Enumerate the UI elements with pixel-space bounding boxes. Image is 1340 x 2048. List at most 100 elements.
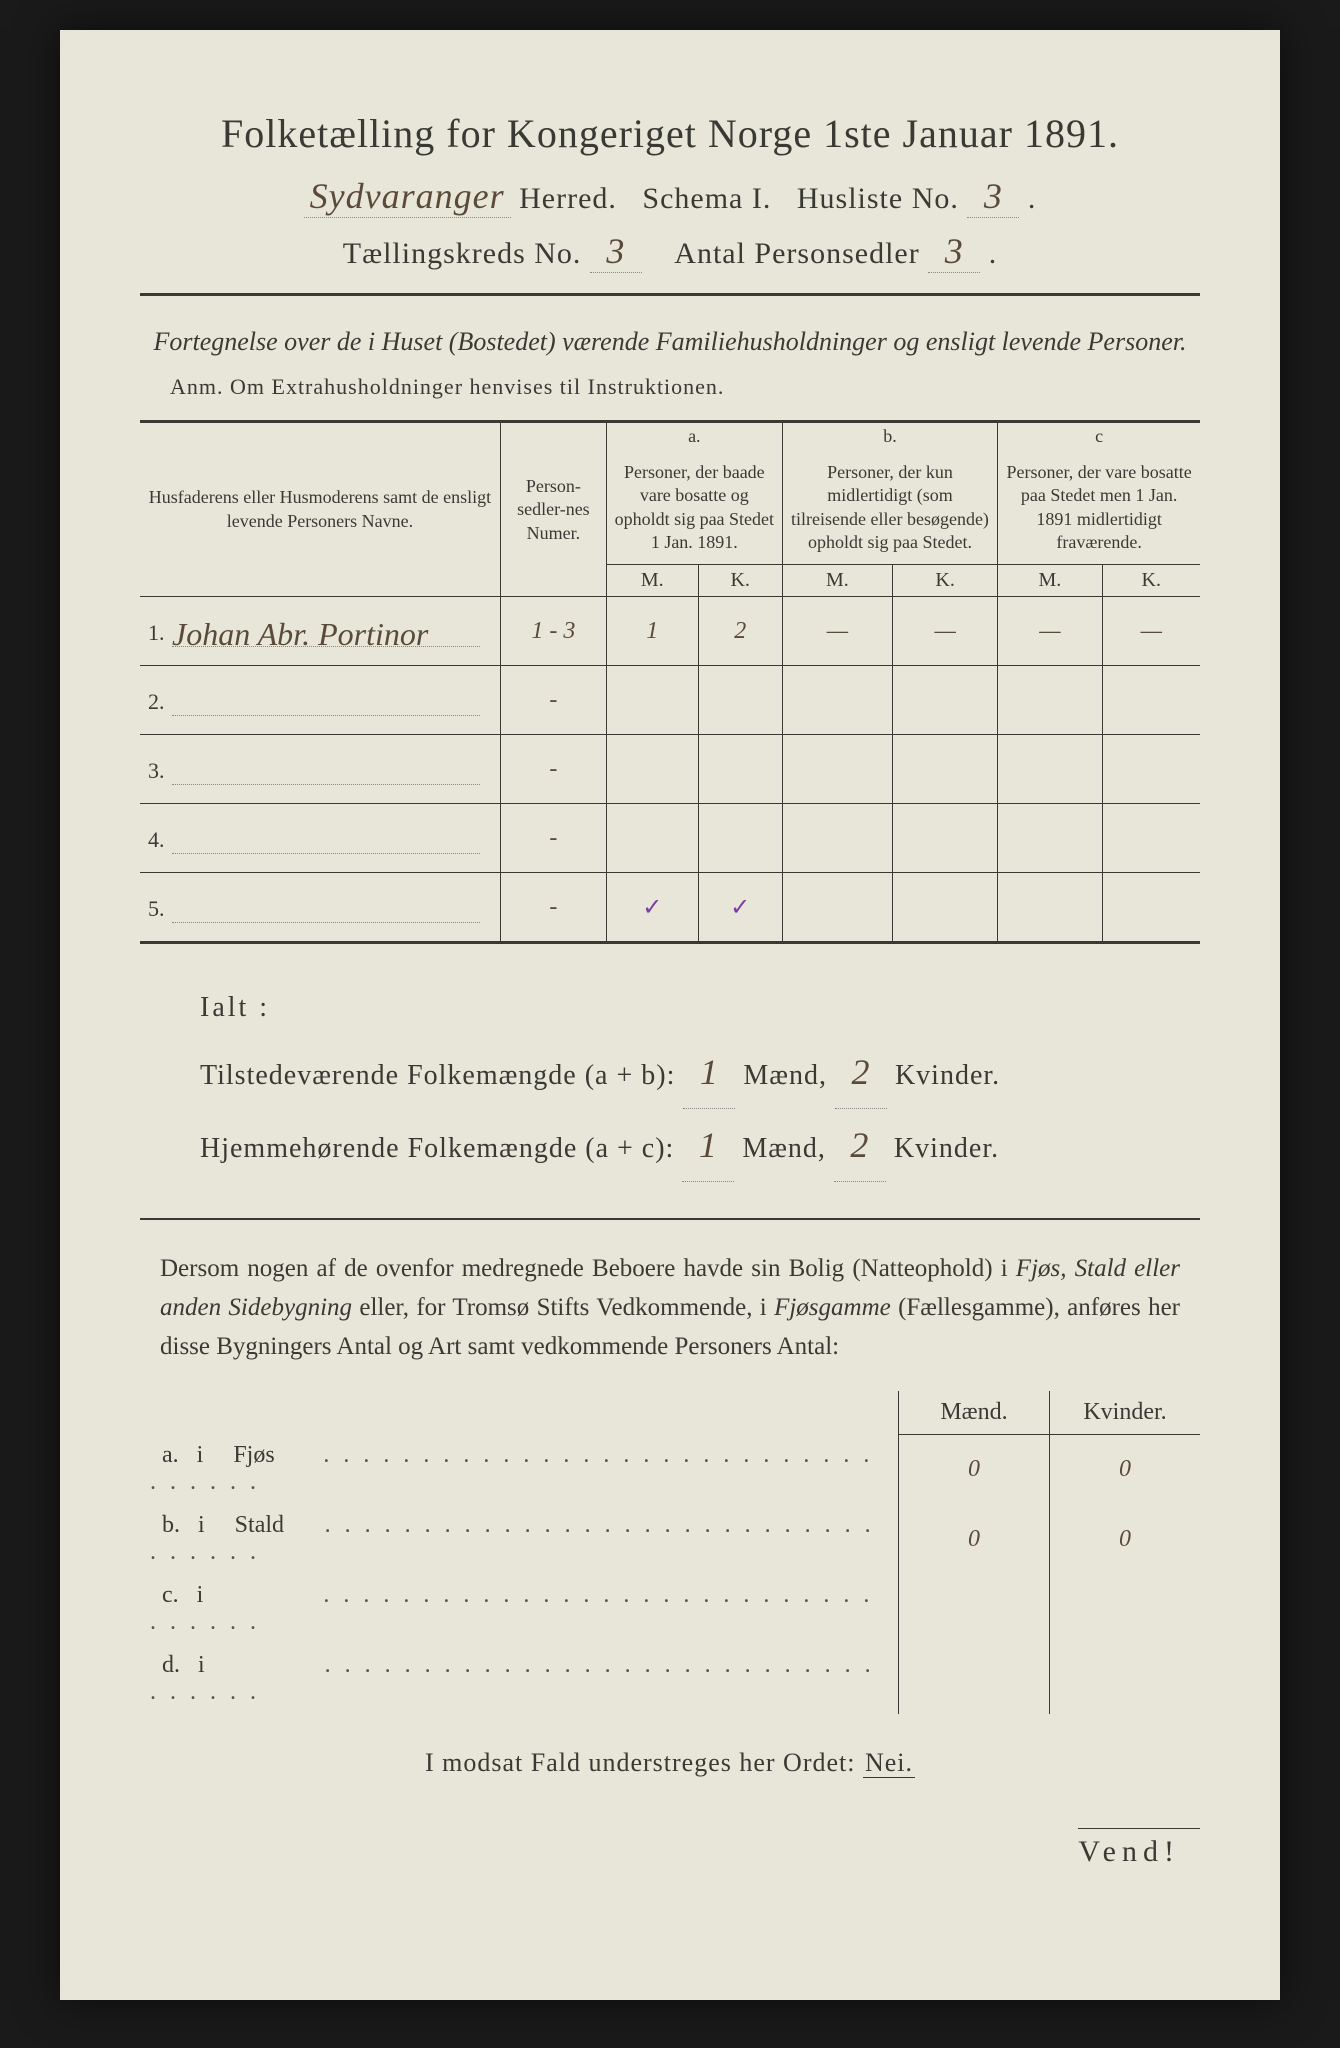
b-m-cell bbox=[782, 873, 892, 943]
kvinder-label-1: Kvinder. bbox=[895, 1060, 1000, 1091]
c-k-cell bbox=[1102, 666, 1200, 735]
table-row: 2.- bbox=[140, 666, 1200, 735]
c-k-cell: — bbox=[1102, 597, 1200, 666]
b-m-cell: — bbox=[782, 597, 892, 666]
form-title: Folketælling for Kongeriget Norge 1ste J… bbox=[140, 110, 1200, 157]
nums-cell: - bbox=[500, 804, 606, 873]
col-a-label: a. bbox=[606, 422, 782, 451]
hjemme-m: 1 bbox=[682, 1109, 734, 1182]
bottom-label-cell: a. i Fjøs. . . . . . . . . . . . . . . .… bbox=[140, 1434, 899, 1504]
table-row: 3.- bbox=[140, 735, 1200, 804]
c-m-cell bbox=[998, 804, 1102, 873]
c-k-cell bbox=[1102, 873, 1200, 943]
c-m-cell bbox=[998, 735, 1102, 804]
bottom-row: b. i Stald. . . . . . . . . . . . . . . … bbox=[140, 1504, 1200, 1574]
nums-cell: 1 - 3 bbox=[500, 597, 606, 666]
b-k-cell: — bbox=[893, 597, 998, 666]
header-line-2: Tællingskreds No. 3 Antal Personsedler 3… bbox=[140, 230, 1200, 273]
separator-1 bbox=[140, 293, 1200, 296]
b-k-cell bbox=[893, 666, 998, 735]
c-k-cell bbox=[1102, 735, 1200, 804]
a-m-cell: 1 bbox=[606, 597, 698, 666]
nums-cell: - bbox=[500, 735, 606, 804]
herred-value: Sydvaranger bbox=[304, 175, 511, 218]
herred-label: Herred. bbox=[519, 182, 617, 215]
kreds-label: Tællingskreds No. bbox=[343, 237, 582, 270]
bottom-m-cell: 0 bbox=[899, 1434, 1050, 1504]
bottom-kvinder-head: Kvinder. bbox=[1050, 1391, 1201, 1435]
bottom-maend-head: Mænd. bbox=[899, 1391, 1050, 1435]
b-k-cell bbox=[893, 804, 998, 873]
personsedler-label: Antal Personsedler bbox=[674, 237, 919, 270]
kreds-no: 3 bbox=[590, 230, 642, 273]
vend-label: Vend! bbox=[1078, 1828, 1200, 1869]
a-k-cell: 2 bbox=[698, 597, 782, 666]
closing-line: I modsat Fald understreges her Ordet: Ne… bbox=[140, 1748, 1200, 1778]
nums-cell: - bbox=[500, 666, 606, 735]
b-k-cell bbox=[893, 735, 998, 804]
a-m-cell bbox=[606, 804, 698, 873]
b-m-cell bbox=[782, 666, 892, 735]
col-num-head: Person-sedler-nes Numer. bbox=[500, 422, 606, 597]
name-cell: 1.Johan Abr. Portinor bbox=[140, 597, 500, 666]
name-cell: 5. bbox=[140, 873, 500, 943]
bottom-m-cell: 0 bbox=[899, 1504, 1050, 1574]
c-m-cell bbox=[998, 873, 1102, 943]
col-c-label: c bbox=[998, 422, 1200, 451]
a-k-cell: ✓ bbox=[698, 873, 782, 943]
c-k-cell bbox=[1102, 804, 1200, 873]
schema-label: Schema I. bbox=[642, 182, 771, 215]
husliste-label: Husliste No. bbox=[797, 182, 959, 215]
side-building-table: Mænd. Kvinder. a. i Fjøs. . . . . . . . … bbox=[140, 1391, 1200, 1715]
tilstede-k: 2 bbox=[835, 1036, 887, 1109]
bottom-row: d. i . . . . . . . . . . . . . . . . . .… bbox=[140, 1644, 1200, 1714]
col-c-m: M. bbox=[998, 565, 1102, 597]
separator-2 bbox=[140, 1218, 1200, 1220]
hjemme-k: 2 bbox=[834, 1109, 886, 1182]
nums-cell: - bbox=[500, 873, 606, 943]
col-a-head: Personer, der baade vare bosatte og opho… bbox=[606, 451, 782, 565]
totals-line-2: Hjemmehørende Folkemængde (a + c): 1 Mæn… bbox=[200, 1109, 1200, 1182]
a-m-cell bbox=[606, 735, 698, 804]
c-m-cell: — bbox=[998, 597, 1102, 666]
bottom-k-cell: 0 bbox=[1050, 1434, 1201, 1504]
name-cell: 4. bbox=[140, 804, 500, 873]
col-a-m: M. bbox=[606, 565, 698, 597]
tilstede-label: Tilstedeværende Folkemængde (a + b): bbox=[200, 1060, 675, 1091]
tilstede-m: 1 bbox=[683, 1036, 735, 1109]
col-c-head: Personer, der vare bosatte paa Stedet me… bbox=[998, 451, 1200, 565]
bottom-label-cell: c. i . . . . . . . . . . . . . . . . . .… bbox=[140, 1574, 899, 1644]
bottom-k-cell bbox=[1050, 1574, 1201, 1644]
kvinder-label-2: Kvinder. bbox=[894, 1133, 999, 1164]
a-m-cell bbox=[606, 666, 698, 735]
table-row: 4.- bbox=[140, 804, 1200, 873]
ialt-label: Ialt : bbox=[200, 980, 1200, 1036]
header-line-1: Sydvaranger Herred. Schema I. Husliste N… bbox=[140, 175, 1200, 218]
totals-line-1: Tilstedeværende Folkemængde (a + b): 1 M… bbox=[200, 1036, 1200, 1109]
table-row: 1.Johan Abr. Portinor1 - 312———— bbox=[140, 597, 1200, 666]
totals-block: Ialt : Tilstedeværende Folkemængde (a + … bbox=[200, 980, 1200, 1182]
a-k-cell bbox=[698, 804, 782, 873]
bottom-label-cell: d. i . . . . . . . . . . . . . . . . . .… bbox=[140, 1644, 899, 1714]
bottom-k-cell: 0 bbox=[1050, 1504, 1201, 1574]
c-m-cell bbox=[998, 666, 1102, 735]
bottom-row: a. i Fjøs. . . . . . . . . . . . . . . .… bbox=[140, 1434, 1200, 1504]
col-b-k: K. bbox=[893, 565, 998, 597]
name-cell: 2. bbox=[140, 666, 500, 735]
bottom-row: c. i . . . . . . . . . . . . . . . . . .… bbox=[140, 1574, 1200, 1644]
side-building-paragraph: Dersom nogen af de ovenfor medregnede Be… bbox=[160, 1250, 1180, 1366]
para-t2: eller, for Tromsø Stifts Vedkommende, i bbox=[352, 1294, 774, 1321]
nei-word: Nei. bbox=[863, 1748, 915, 1778]
table-row: 5.-✓✓ bbox=[140, 873, 1200, 943]
col-b-m: M. bbox=[782, 565, 892, 597]
bottom-m-cell bbox=[899, 1574, 1050, 1644]
a-m-cell: ✓ bbox=[606, 873, 698, 943]
bottom-k-cell bbox=[1050, 1644, 1201, 1714]
col-a-k: K. bbox=[698, 565, 782, 597]
col-b-head: Personer, der kun midlertidigt (som tilr… bbox=[782, 451, 998, 565]
husliste-no: 3 bbox=[967, 175, 1019, 218]
bottom-m-cell bbox=[899, 1644, 1050, 1714]
census-form-page: Folketælling for Kongeriget Norge 1ste J… bbox=[60, 30, 1280, 2000]
para-i2: Fjøsgamme bbox=[774, 1294, 891, 1321]
household-table: Husfaderens eller Husmoderens samt de en… bbox=[140, 420, 1200, 944]
